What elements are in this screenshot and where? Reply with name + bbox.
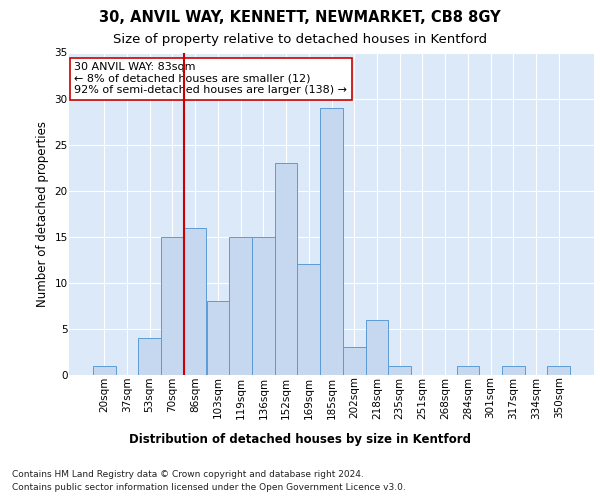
Bar [320, 108, 343, 375]
Text: 30, ANVIL WAY, KENNETT, NEWMARKET, CB8 8GY: 30, ANVIL WAY, KENNETT, NEWMARKET, CB8 8… [99, 10, 501, 25]
Bar [206, 302, 229, 375]
Text: Contains HM Land Registry data © Crown copyright and database right 2024.: Contains HM Land Registry data © Crown c… [12, 470, 364, 479]
Text: 30 ANVIL WAY: 83sqm
← 8% of detached houses are smaller (12)
92% of semi-detache: 30 ANVIL WAY: 83sqm ← 8% of detached hou… [74, 62, 347, 96]
Bar [298, 264, 320, 375]
Bar [229, 237, 252, 375]
Bar [275, 163, 298, 375]
Bar [343, 348, 365, 375]
Bar [547, 366, 570, 375]
Bar [184, 228, 206, 375]
Bar [457, 366, 479, 375]
Bar [502, 366, 524, 375]
Text: Distribution of detached houses by size in Kentford: Distribution of detached houses by size … [129, 432, 471, 446]
Bar [161, 237, 184, 375]
Bar [252, 237, 275, 375]
Bar [365, 320, 388, 375]
Bar [93, 366, 116, 375]
Bar [388, 366, 411, 375]
Text: Size of property relative to detached houses in Kentford: Size of property relative to detached ho… [113, 32, 487, 46]
Text: Contains public sector information licensed under the Open Government Licence v3: Contains public sector information licen… [12, 482, 406, 492]
Bar [139, 338, 161, 375]
Y-axis label: Number of detached properties: Number of detached properties [36, 120, 49, 306]
